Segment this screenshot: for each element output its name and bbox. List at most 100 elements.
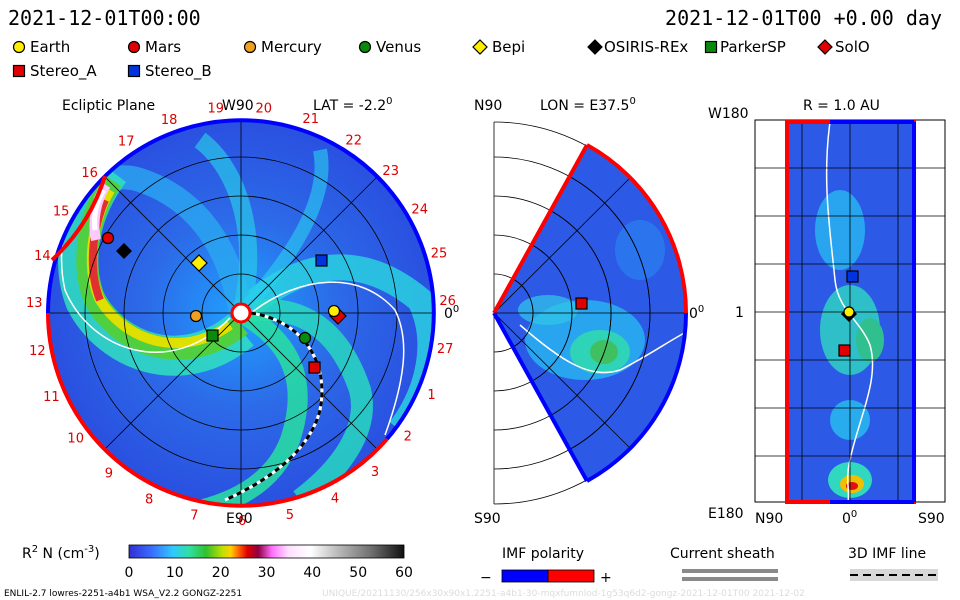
sun-icon — [230, 302, 252, 324]
legend-solo: SolO — [817, 38, 870, 56]
legend-bepi: Bepi — [472, 38, 525, 56]
sector-label: 17 — [118, 135, 135, 150]
legend-label: Mars — [145, 38, 182, 56]
sector-label: 6 — [238, 514, 246, 529]
colorbar — [128, 544, 405, 559]
osiris-rex-marker-icon — [587, 39, 603, 55]
right-degree: 0 — [453, 304, 459, 315]
mercury-marker-icon — [243, 40, 257, 54]
legend-earth: Earth — [12, 38, 70, 56]
sector-label: 19 — [208, 102, 225, 117]
imf-line-swatch — [850, 569, 938, 581]
imf-line-title: 3D IMF line — [848, 546, 926, 562]
sector-label: 15 — [53, 205, 70, 220]
sector-label: 11 — [43, 390, 60, 405]
mars-marker-icon — [127, 40, 141, 54]
colorbar-tick: 10 — [166, 565, 184, 581]
radial-title: R = 1.0 AU — [803, 98, 880, 114]
sector-label: 5 — [286, 508, 294, 523]
footer-run-info: UNIQUE/20211130/256x30x90x1.2251-a4b1-30… — [322, 589, 805, 599]
legend-parkersp: ParkerSP — [704, 38, 786, 56]
legend-label: Mercury — [261, 38, 322, 56]
radial-bottom-left: E180 — [708, 506, 744, 522]
lat-value: LAT = -2.2 — [313, 98, 386, 114]
cb-r: R — [22, 546, 32, 562]
legend-mars: Mars — [127, 38, 181, 56]
legend-stereo-b: Stereo_B — [127, 62, 212, 80]
legend-label: Bepi — [492, 38, 526, 56]
colorbar-tick: 40 — [303, 565, 321, 581]
sector-label: 9 — [105, 466, 113, 481]
lon-degree: 0 — [629, 96, 635, 107]
cb-exp: -3 — [84, 544, 94, 555]
radial-zero-degree: 0 — [851, 509, 857, 520]
sector-label: 1 — [427, 388, 435, 403]
parkersp-marker — [206, 329, 219, 342]
legend-label: ParkerSP — [720, 38, 786, 56]
legend-label: SolO — [835, 38, 870, 56]
mercury-marker — [189, 309, 203, 323]
colorbar-tick: 60 — [395, 565, 413, 581]
ecliptic-bottom-label: E90 — [226, 511, 253, 527]
radial-x-zero: 00 — [842, 509, 857, 527]
mars-marker — [101, 231, 115, 245]
radial-panel — [754, 119, 946, 504]
colorbar-tick: 20 — [212, 565, 230, 581]
timestamp-left: 2021-12-01T00:00 — [8, 6, 201, 30]
sector-label: 27 — [437, 342, 454, 357]
sector-label: 26 — [439, 294, 456, 309]
sector-label: 2 — [404, 430, 412, 445]
current-sheath-title: Current sheath — [670, 546, 775, 562]
ecliptic-right-label: 00 — [444, 304, 459, 322]
imf-minus: − — [480, 570, 492, 586]
cb-rest: N (cm — [38, 546, 84, 562]
stereo-a-marker-icon — [12, 64, 26, 78]
earth-marker — [327, 304, 341, 318]
sector-label: 25 — [431, 247, 448, 262]
imf-positive-bar — [547, 569, 595, 583]
radial-zero: 0 — [842, 511, 851, 527]
parkersp-marker-icon — [704, 40, 718, 54]
legend-label: Stereo_B — [145, 62, 212, 80]
lat-degree: 0 — [386, 96, 392, 107]
sector-label: 16 — [81, 166, 98, 181]
cb-sup: 2 — [32, 544, 38, 555]
imf-polarity-title: IMF polarity — [502, 546, 584, 562]
sector-label: 21 — [302, 112, 319, 127]
colorbar-ticks: 0 10 20 30 40 50 60 — [125, 565, 413, 581]
mer-right-degree: 0 — [698, 304, 704, 315]
solo-marker-icon — [817, 39, 833, 55]
legend-stereo-a: Stereo_A — [12, 62, 97, 80]
radial-top-left: W180 — [708, 106, 749, 122]
legend-label: Venus — [376, 38, 422, 56]
imf-plus: + — [600, 570, 612, 586]
radial-x-n90: N90 — [755, 511, 783, 527]
sector-label: 14 — [34, 249, 51, 264]
legend-label: Stereo_A — [30, 62, 97, 80]
sector-label: 13 — [26, 296, 43, 311]
lon-value: LON = E37.5 — [540, 98, 629, 114]
sector-label: 12 — [29, 344, 46, 359]
sector-number-labels: 19 20212223242526271234567891011121314151… — [26, 101, 456, 529]
mer-right-zero: 0 — [689, 306, 698, 322]
colorbar-tick: 0 — [125, 565, 134, 581]
legend-venus: Venus — [358, 38, 421, 56]
ecliptic-lat: LAT = -2.20 — [313, 96, 393, 114]
venus-marker — [298, 331, 312, 345]
sector-label: 23 — [382, 164, 399, 179]
stereo-b-marker-icon — [127, 64, 141, 78]
meridional-bottom-left: S90 — [474, 511, 501, 527]
earth-marker — [843, 306, 855, 318]
stereo-b-marker — [846, 270, 859, 283]
meridional-right-label: 00 — [689, 304, 704, 322]
sector-label: 10 — [67, 432, 84, 447]
ecliptic-panel — [46, 118, 436, 508]
sector-label: 4 — [331, 491, 339, 506]
sector-label: 7 — [190, 509, 198, 524]
colorbar-label: R2 N (cm-3) — [22, 544, 100, 562]
stereo-a-marker — [838, 344, 851, 357]
right-zero: 0 — [444, 306, 453, 322]
sector-label: 18 — [161, 113, 178, 128]
stereo-a-marker — [308, 361, 321, 374]
